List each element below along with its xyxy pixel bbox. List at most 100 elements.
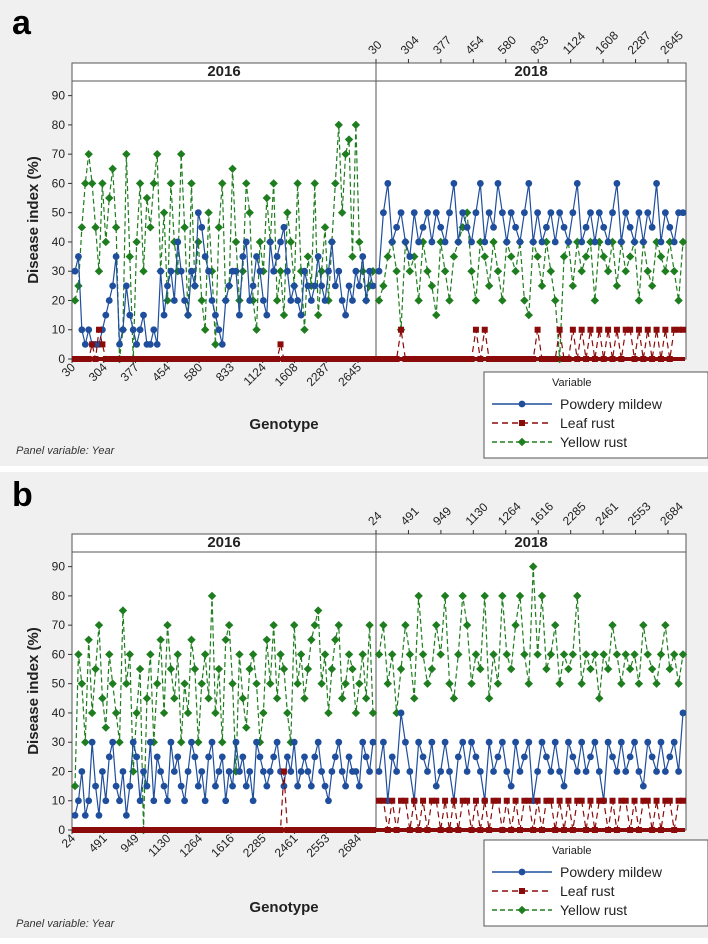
point-powdery-mildew <box>595 768 603 775</box>
point-powdery-mildew <box>631 738 638 746</box>
point-powdery-mildew <box>551 738 559 746</box>
point-powdery-mildew <box>613 180 621 187</box>
point-powdery-mildew <box>290 738 298 746</box>
point-powdery-mildew <box>304 768 312 775</box>
point-yellow-rust <box>341 679 350 688</box>
point-yellow-rust <box>564 664 573 674</box>
point-powdery-mildew <box>525 738 533 746</box>
point-powdery-mildew <box>639 782 647 790</box>
point-powdery-mildew <box>644 209 652 217</box>
point-yellow-rust <box>310 179 319 188</box>
point-powdery-mildew <box>236 311 243 319</box>
point-yellow-rust <box>111 708 121 718</box>
point-powdery-mildew <box>294 782 302 790</box>
point-powdery-mildew <box>236 768 243 775</box>
point-powdery-mildew <box>359 253 367 260</box>
point-yellow-rust <box>187 179 196 188</box>
point-yellow-rust <box>163 620 172 630</box>
line-powdery-mildew <box>378 712 684 801</box>
x-tick-label: 2684 <box>335 831 364 860</box>
point-powdery-mildew <box>212 782 219 790</box>
point-powdery-mildew <box>424 768 431 775</box>
point-yellow-rust <box>414 296 423 305</box>
point-yellow-rust <box>180 223 189 232</box>
point-powdery-mildew <box>208 297 216 304</box>
point-yellow-rust <box>70 296 80 305</box>
x-top-tick-label: 454 <box>463 33 487 57</box>
y-tick-label: 80 <box>52 589 66 603</box>
point-powdery-mildew <box>109 738 117 746</box>
point-powdery-mildew <box>446 768 453 775</box>
point-yellow-rust <box>204 208 213 217</box>
point-powdery-mildew <box>494 753 502 761</box>
point-powdery-mildew <box>136 797 144 805</box>
x-tick-label: 1616 <box>208 831 237 860</box>
point-powdery-mildew <box>437 768 445 775</box>
point-leaf-rust <box>671 326 678 333</box>
y-axis-label: Disease index (%) <box>25 627 42 755</box>
x-tick-label: 2645 <box>335 360 364 389</box>
point-powdery-mildew <box>503 238 511 246</box>
point-powdery-mildew <box>256 753 264 761</box>
point-leaf-rust <box>450 797 457 804</box>
point-powdery-mildew <box>92 782 99 790</box>
x-top-tick-label: 491 <box>398 504 422 528</box>
x-tick-label: 1130 <box>145 831 173 859</box>
point-powdery-mildew <box>328 238 336 246</box>
point-powdery-mildew <box>273 253 281 260</box>
point-yellow-rust <box>506 252 516 261</box>
point-powdery-mildew <box>259 768 267 775</box>
point-yellow-rust <box>489 237 498 247</box>
point-yellow-rust <box>351 708 361 718</box>
point-yellow-rust <box>647 281 657 291</box>
point-powdery-mildew <box>481 238 489 246</box>
point-powdery-mildew <box>314 253 322 260</box>
point-leaf-rust <box>622 797 629 804</box>
point-yellow-rust <box>214 223 224 232</box>
legend-title: Variable <box>552 377 592 389</box>
point-powdery-mildew <box>338 297 346 304</box>
line-yellow-rust <box>378 566 684 714</box>
point-powdery-mildew <box>205 753 212 761</box>
point-powdery-mildew <box>543 223 550 231</box>
point-powdery-mildew <box>670 238 678 246</box>
point-powdery-mildew <box>232 738 240 746</box>
x-top-tick-label: 1124 <box>560 29 588 57</box>
point-yellow-rust <box>493 679 503 688</box>
point-powdery-mildew <box>349 297 356 304</box>
point-powdery-mildew <box>485 738 493 746</box>
point-yellow-rust <box>122 149 131 159</box>
point-yellow-rust <box>242 179 251 188</box>
point-yellow-rust <box>231 237 241 247</box>
point-powdery-mildew <box>181 797 189 805</box>
legend: Variable Powdery mildew Leaf rust Yellow ru… <box>483 839 708 927</box>
point-yellow-rust <box>625 664 635 674</box>
point-powdery-mildew <box>538 238 546 246</box>
point-yellow-rust <box>94 620 104 630</box>
point-powdery-mildew <box>565 238 572 246</box>
point-yellow-rust <box>355 679 364 688</box>
point-leaf-rust <box>675 326 682 333</box>
point-powdery-mildew <box>140 311 147 319</box>
point-yellow-rust <box>218 179 227 188</box>
point-yellow-rust <box>595 694 604 703</box>
point-yellow-rust <box>153 679 162 688</box>
point-powdery-mildew <box>507 782 515 790</box>
point-powdery-mildew <box>617 238 625 246</box>
point-powdery-mildew <box>194 209 202 217</box>
point-powdery-mildew <box>428 738 436 746</box>
point-leaf-rust <box>277 341 284 348</box>
y-tick-label: 10 <box>52 323 66 337</box>
point-powdery-mildew <box>205 267 212 275</box>
point-powdery-mildew <box>569 209 577 217</box>
point-yellow-rust <box>656 252 666 261</box>
point-yellow-rust <box>423 679 432 688</box>
y-tick-label: 30 <box>52 264 66 278</box>
point-yellow-rust <box>81 179 90 188</box>
point-powdery-mildew <box>215 326 223 334</box>
x-top-tick-label: 2645 <box>657 28 686 57</box>
point-powdery-mildew <box>424 209 431 217</box>
point-powdery-mildew <box>266 768 274 775</box>
point-powdery-mildew <box>534 768 542 775</box>
x-top-tick-label: 24 <box>365 509 385 529</box>
